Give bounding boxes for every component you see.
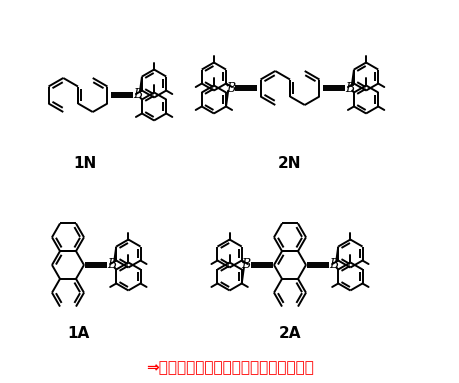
Text: B: B <box>344 82 353 95</box>
Text: 1A: 1A <box>67 326 89 340</box>
Text: 2A: 2A <box>278 326 301 340</box>
Text: B: B <box>329 259 338 272</box>
Text: ⇒大きな電子受容性と強い蔷光性を示す: ⇒大きな電子受容性と強い蔷光性を示す <box>146 360 313 375</box>
Text: B: B <box>241 259 250 272</box>
Text: 2N: 2N <box>278 155 301 170</box>
Text: B: B <box>225 82 235 95</box>
Text: 1N: 1N <box>73 155 96 170</box>
Text: B: B <box>107 259 116 272</box>
Text: B: B <box>133 88 142 101</box>
